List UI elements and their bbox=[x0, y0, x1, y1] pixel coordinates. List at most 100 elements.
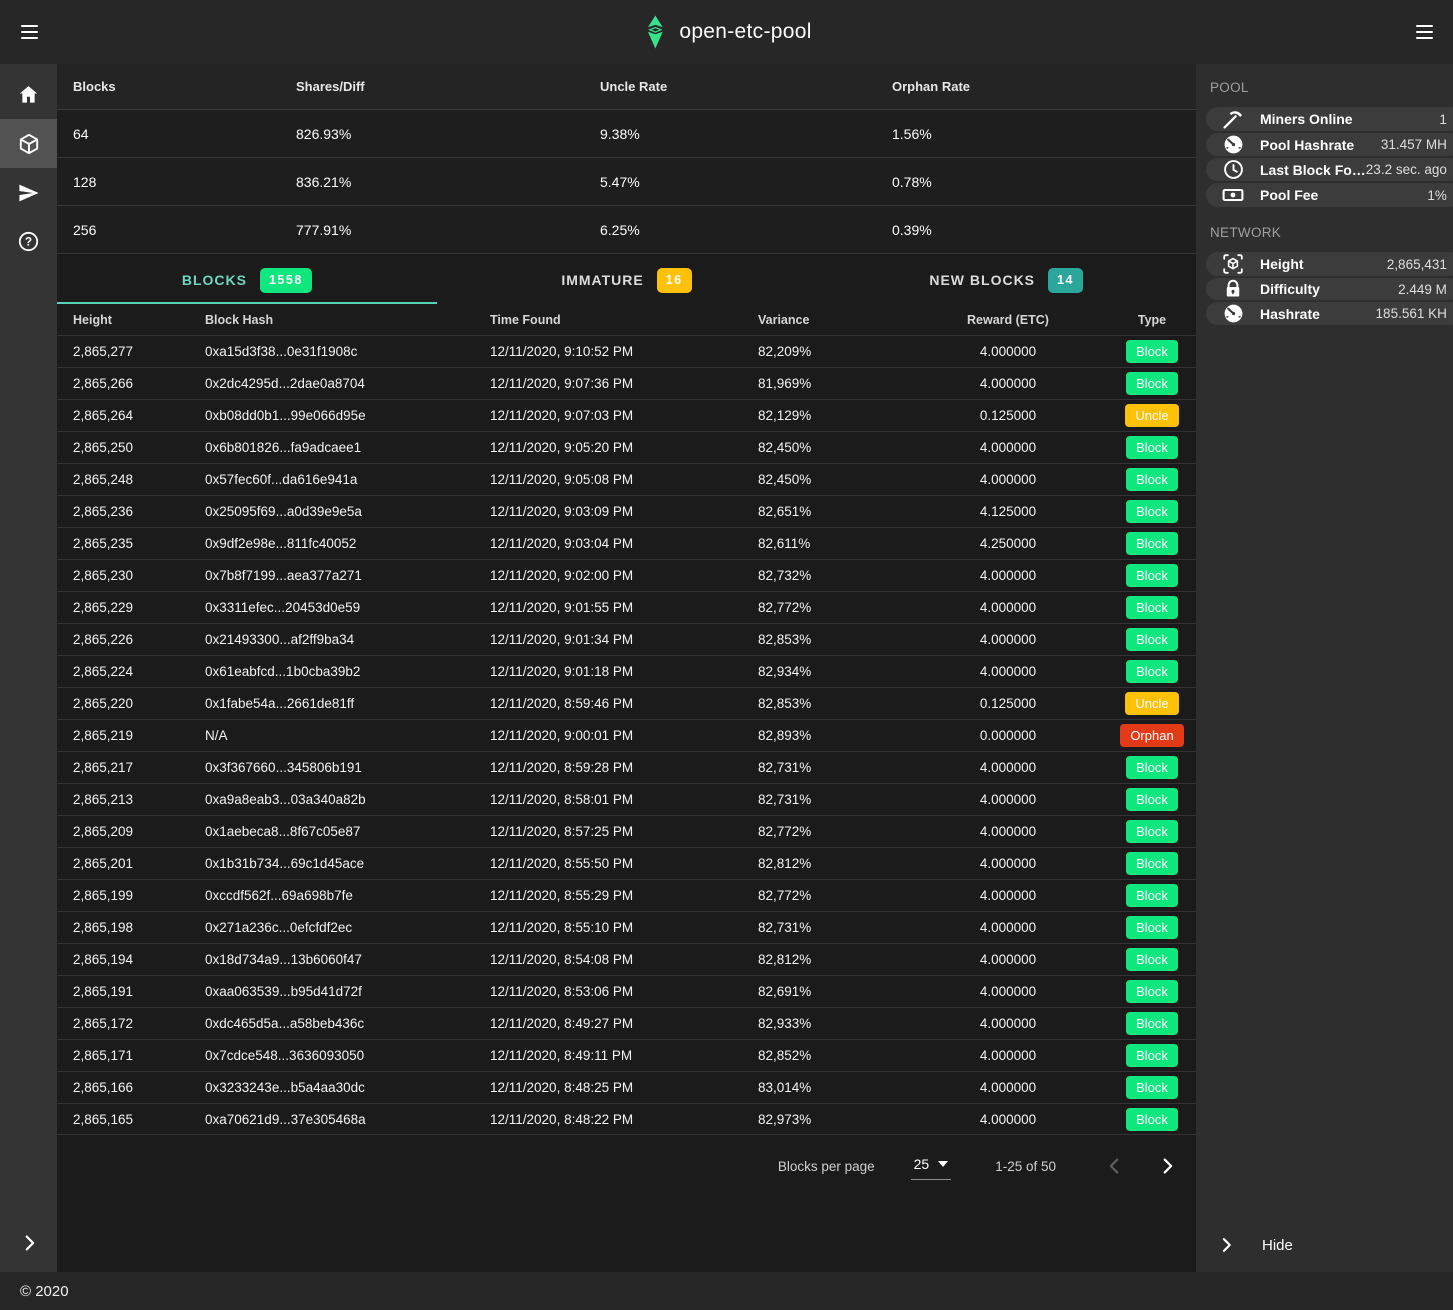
expand-nav-button[interactable] bbox=[0, 1214, 57, 1272]
block-type-badge: Block bbox=[1126, 660, 1178, 683]
luck-stats-cell: 0.39% bbox=[892, 221, 932, 238]
cell-reward: 4.000000 bbox=[979, 856, 1037, 871]
block-row: 2,865,171 0x7cdce548...3636093050 12/11/20… bbox=[57, 1039, 1196, 1071]
block-row: 2,865,224 0x61eabfcd...1b0cba39b2 12/11/20… bbox=[57, 655, 1196, 687]
tab-count-badge: 1558 bbox=[259, 267, 312, 293]
luck-stats-cell: 64 bbox=[73, 125, 89, 142]
block-type-badge: Block bbox=[1126, 820, 1178, 843]
sidebar-item-home[interactable] bbox=[0, 70, 57, 119]
brand: open-etc-pool bbox=[641, 15, 811, 49]
cell-variance: 82,853% bbox=[758, 696, 812, 711]
cell-height: 2,865,224 bbox=[73, 664, 134, 679]
cell-reward: 4.000000 bbox=[979, 1048, 1037, 1063]
stat-value: 2,865,431 bbox=[1386, 256, 1447, 272]
cell-height: 2,865,219 bbox=[73, 728, 134, 743]
stat-label: Last Block Fo… bbox=[1260, 161, 1366, 178]
cell-height: 2,865,248 bbox=[73, 472, 134, 487]
cell-hash: 0x6b801826...fa9adcaee1 bbox=[205, 440, 362, 455]
block-row: 2,865,236 0x25095f69...a0d39e9e5a 12/11/20… bbox=[57, 495, 1196, 527]
cell-variance: 82,611% bbox=[758, 536, 811, 551]
cell-time: 12/11/2020, 8:59:28 PM bbox=[490, 760, 634, 775]
stat-tile-pool-fee: Pool Fee 1% bbox=[1206, 183, 1453, 207]
block-type-badge: Block bbox=[1126, 980, 1178, 1003]
block-type-badge: Block bbox=[1126, 948, 1178, 971]
page-size-select[interactable]: 25 bbox=[910, 1153, 952, 1180]
cell-time: 12/11/2020, 9:07:03 PM bbox=[490, 408, 634, 423]
block-type-badge: Block bbox=[1126, 852, 1178, 875]
sidebar-item-help[interactable]: ? bbox=[0, 217, 57, 266]
cell-hash: 0xaa063539...b95d41d72f bbox=[205, 984, 362, 999]
cell-height: 2,865,226 bbox=[73, 632, 134, 647]
block-row: 2,865,248 0x57fec60f...da616e941a 12/11/20… bbox=[57, 463, 1196, 495]
cube-icon bbox=[17, 132, 41, 156]
cell-reward: 4.000000 bbox=[979, 1111, 1037, 1127]
block-row: 2,865,194 0x18d734a9...13b6060f47 12/11/20… bbox=[57, 943, 1196, 975]
stat-tile-height: Height 2,865,431 bbox=[1206, 252, 1453, 276]
cell-time: 12/11/2020, 9:02:00 PM bbox=[490, 568, 634, 583]
stat-value: 1% bbox=[1427, 187, 1447, 203]
cell-variance: 82,691% bbox=[758, 984, 812, 999]
cell-variance: 82,129% bbox=[758, 408, 812, 423]
right-sidebar: POOL Miners Online 1 Pool Hashrate 31.457 MH… bbox=[1196, 64, 1453, 1272]
cell-reward: 4.000000 bbox=[979, 600, 1037, 615]
cell-height: 2,865,199 bbox=[73, 888, 134, 903]
hide-sidebar-button[interactable]: Hide bbox=[1196, 1218, 1453, 1272]
block-row: 2,865,266 0x2dc4295d...2dae0a8704 12/11/20… bbox=[57, 367, 1196, 399]
cell-height: 2,865,166 bbox=[73, 1080, 134, 1095]
blocks-table-header-row: Height Block Hash Time Found Variance Reward… bbox=[57, 304, 1196, 335]
cash-icon bbox=[1221, 183, 1245, 207]
cell-time: 12/11/2020, 9:01:55 PM bbox=[490, 600, 634, 615]
block-type-badge: Block bbox=[1126, 916, 1178, 939]
block-type-badge: Block bbox=[1126, 628, 1178, 651]
cell-reward: 4.000000 bbox=[979, 376, 1037, 391]
tab-blocks[interactable]: BLOCKS 1558 bbox=[57, 258, 437, 304]
menu-icon[interactable] bbox=[0, 0, 58, 64]
cell-time: 12/11/2020, 8:53:06 PM bbox=[490, 984, 634, 999]
cell-reward: 4.000000 bbox=[979, 984, 1037, 999]
blocks-tabs: BLOCKS 1558 IMMATURE 16 NEW BLOCKS 14 bbox=[57, 258, 1196, 304]
section-title: NETWORK bbox=[1210, 225, 1282, 240]
luck-stats-header: Blocks bbox=[73, 79, 116, 94]
cell-height: 2,865,229 bbox=[73, 600, 134, 615]
block-row: 2,865,235 0x9df2e98e...811fc40052 12/11/20… bbox=[57, 527, 1196, 559]
cell-hash: 0x271a236c...0efcfdf2ec bbox=[205, 920, 353, 935]
sidebar-item-payments[interactable] bbox=[0, 168, 57, 217]
stat-value: 2.449 M bbox=[1398, 281, 1447, 297]
cell-variance: 82,772% bbox=[758, 888, 812, 903]
tab-new-blocks[interactable]: NEW BLOCKS 14 bbox=[816, 258, 1196, 304]
cell-hash: 0x18d734a9...13b6060f47 bbox=[205, 952, 362, 967]
cell-reward: 4.000000 bbox=[979, 440, 1037, 455]
cell-height: 2,865,236 bbox=[73, 504, 134, 519]
tab-label: NEW BLOCKS bbox=[929, 272, 1036, 288]
stat-label: Miners Online bbox=[1260, 111, 1353, 127]
right-sidebar-spacer bbox=[1196, 327, 1453, 1218]
block-row: 2,865,172 0xdc465d5a...a58beb436c 12/11/20… bbox=[57, 1007, 1196, 1039]
cell-variance: 82,209% bbox=[758, 344, 812, 359]
stat-label: Hashrate bbox=[1260, 305, 1320, 322]
sidebar-item-blocks[interactable] bbox=[0, 119, 57, 168]
next-page-button[interactable] bbox=[1156, 1155, 1178, 1177]
tab-immature[interactable]: IMMATURE 16 bbox=[437, 258, 817, 304]
clock-icon bbox=[1222, 158, 1245, 181]
cell-height: 2,865,198 bbox=[73, 920, 134, 935]
blocks-table: Height Block Hash Time Found Variance Reward… bbox=[57, 304, 1196, 1135]
prev-page-button[interactable] bbox=[1104, 1155, 1126, 1177]
luck-stats-cell: 5.47% bbox=[600, 173, 640, 190]
cell-height: 2,865,266 bbox=[73, 376, 134, 391]
page-size-value: 25 bbox=[913, 1155, 930, 1172]
cell-reward: 0.000000 bbox=[979, 728, 1037, 743]
left-nav-spacer bbox=[0, 266, 57, 1214]
cell-variance: 82,852% bbox=[758, 1048, 812, 1063]
home-icon bbox=[17, 83, 40, 106]
block-type-badge: Block bbox=[1126, 340, 1178, 363]
cell-hash: 0x57fec60f...da616e941a bbox=[205, 472, 358, 487]
sidebar-section-pool: POOL Miners Online 1 Pool Hashrate 31.457 MH… bbox=[1196, 64, 1453, 207]
stat-label: Pool Hashrate bbox=[1260, 136, 1355, 153]
cell-hash: 0x2dc4295d...2dae0a8704 bbox=[205, 376, 365, 391]
cell-height: 2,865,235 bbox=[73, 536, 134, 551]
menu-icon-right[interactable] bbox=[1395, 0, 1453, 64]
cell-reward: 4.000000 bbox=[979, 760, 1037, 775]
block-row: 2,865,165 0xa70621d9...37e305468a 12/11/20… bbox=[57, 1103, 1196, 1135]
cell-hash: 0x1aebeca8...8f67c05e87 bbox=[205, 824, 361, 839]
left-nav: ? bbox=[0, 64, 57, 1272]
